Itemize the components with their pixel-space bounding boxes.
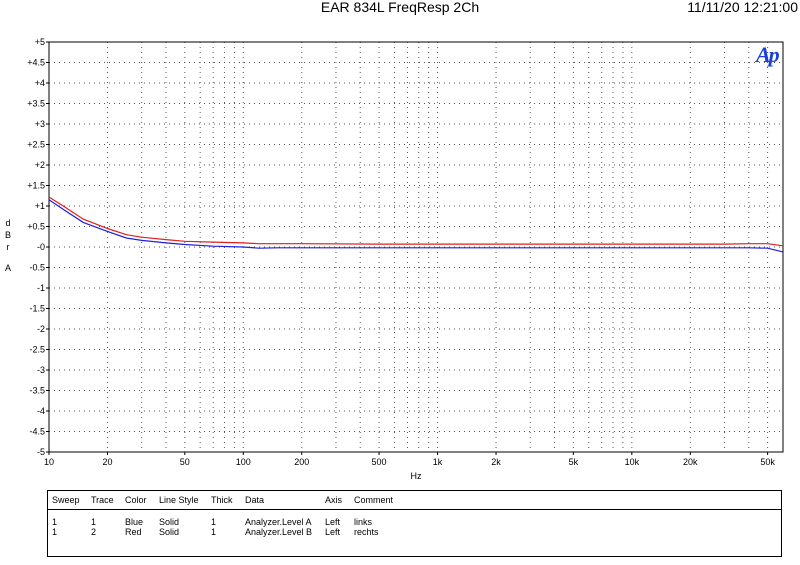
y-tick-label: +2 (35, 160, 45, 170)
frequency-response-chart: +5 +4.5 +4 +3.5 +3 +2.5 +2 +1.5 +1 +0.5 -0 -0.5 -1 -1… (27, 37, 784, 481)
legend-header-color: Color (125, 495, 147, 505)
legend-table: Sweep Trace Color Line Style Thick Data … (47, 490, 782, 557)
legend-cell-thick: 1 (211, 517, 217, 527)
legend-cell-data: Analyzer.Level A (245, 517, 312, 527)
y-tick-label: -1 (37, 283, 45, 293)
series-line-red (48, 196, 784, 247)
y-tick-label: +3.5 (27, 99, 45, 109)
x-tick-label: 500 (372, 457, 387, 467)
legend-cell-color: Blue (125, 517, 144, 527)
y-tick-label: +0.5 (27, 222, 45, 232)
y-tick-label: -2.5 (29, 345, 45, 355)
legend-cell-line-style: Solid (159, 527, 180, 537)
x-tick-label: 5k (569, 457, 579, 467)
x-tick-label: 50 (180, 457, 190, 467)
legend-cell-data: Analyzer.Level B (245, 527, 313, 537)
legend-cell-thick: 1 (211, 527, 217, 537)
chart-title: EAR 834L FreqResp 2Ch (320, 0, 480, 15)
x-tick-label: 100 (236, 457, 251, 467)
x-tick-label: 2k (491, 457, 501, 467)
legend-cell-sweep: 1 (52, 527, 58, 537)
y-unit-letter-r: r (6, 242, 10, 252)
legend-header-data: Data (245, 495, 265, 505)
legend-cell-trace: 1 (91, 517, 97, 527)
ap-logo: Ap (756, 42, 780, 67)
legend-cell-comment: rechts (354, 527, 379, 537)
y-tick-label: -1.5 (29, 304, 45, 314)
y-tick-label: +2.5 (27, 140, 45, 150)
legend-header-comment: Comment (354, 495, 394, 505)
y-unit-letter-b: B (4, 230, 11, 240)
y-tick-label: -2 (37, 324, 45, 334)
legend-header-line-style: Line Style (159, 495, 199, 505)
legend-header-axis: Axis (325, 495, 343, 505)
x-tick-label: 10 (44, 457, 54, 467)
legend-divider (48, 509, 781, 510)
x-axis-label: Hz (411, 471, 422, 481)
y-unit-letter-d: d (5, 218, 11, 228)
legend-header-trace: Trace (91, 495, 114, 505)
timestamp: 11/11/20 12:21:00 (687, 0, 798, 15)
y-unit-letter-a: A (4, 263, 11, 273)
legend-cell-sweep: 1 (52, 517, 58, 527)
legend-cell-axis: Left (325, 527, 341, 537)
y-tick-label: -4.5 (29, 427, 45, 437)
y-tick-label: -3.5 (29, 386, 45, 396)
y-tick-label: -0.5 (29, 263, 45, 273)
x-tick-label: 200 (294, 457, 309, 467)
x-tick-label: 20k (683, 457, 698, 467)
y-tick-label: -3 (37, 365, 45, 375)
y-tick-label: -0 (37, 242, 45, 252)
y-tick-label: +4 (35, 78, 45, 88)
x-tick-label: 20 (102, 457, 112, 467)
legend-header-thick: Thick (211, 495, 233, 505)
y-tick-label: -4 (37, 406, 45, 416)
y-tick-label: +5 (35, 37, 45, 47)
y-tick-label: +1.5 (27, 181, 45, 191)
y-tick-label: +4.5 (27, 58, 45, 68)
y-tick-label: +1 (35, 201, 45, 211)
series-line-blue (48, 199, 784, 253)
x-tick-label: 50k (760, 457, 775, 467)
y-tick-label: -5 (37, 447, 45, 457)
legend-cell-line-style: Solid (159, 517, 180, 527)
legend-header-row: Sweep Trace Color Line Style Thick Data … (48, 495, 781, 507)
legend-cell-trace: 2 (91, 527, 97, 537)
x-tick-label: 10k (625, 457, 640, 467)
legend-row: 1 1 Blue Solid 1 Analyzer.Level A Left l… (48, 517, 781, 529)
x-tick-label: 1k (433, 457, 443, 467)
legend-row: 1 2 Red Solid 1 Analyzer.Level B Left re… (48, 527, 781, 539)
legend-cell-comment: links (354, 517, 373, 527)
legend-cell-axis: Left (325, 517, 341, 527)
legend-header-sweep: Sweep (52, 495, 80, 505)
y-tick-label: +3 (35, 119, 45, 129)
legend-cell-color: Red (125, 527, 142, 537)
